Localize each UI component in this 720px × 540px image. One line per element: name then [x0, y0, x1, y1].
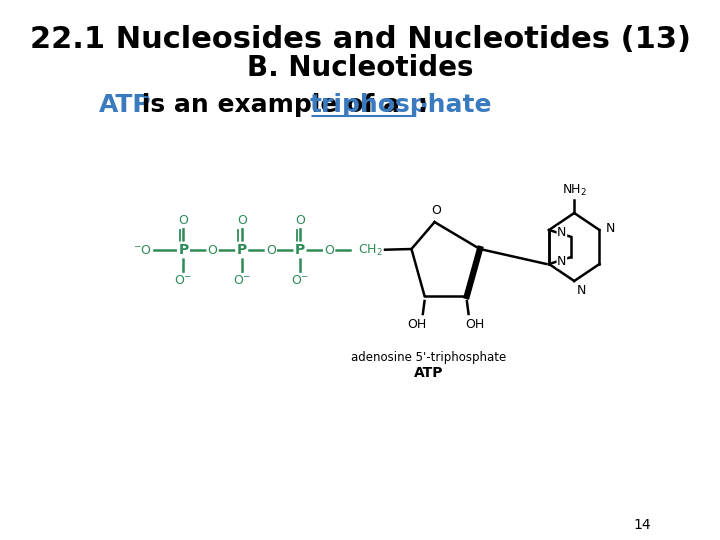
Text: N: N: [557, 226, 567, 239]
Text: 22.1 Nucleosides and Nucleotides (13): 22.1 Nucleosides and Nucleotides (13): [30, 25, 690, 55]
Text: :: :: [418, 93, 427, 117]
Text: is an example of a: is an example of a: [133, 93, 409, 117]
Text: P: P: [295, 243, 305, 257]
Text: NH$_2$: NH$_2$: [562, 183, 587, 198]
Text: CH$_2$: CH$_2$: [359, 242, 383, 258]
Text: ATP: ATP: [414, 366, 444, 380]
Text: 14: 14: [634, 518, 652, 532]
Text: OH: OH: [408, 319, 426, 332]
Text: P: P: [179, 243, 189, 257]
Text: N: N: [606, 221, 615, 234]
Text: O: O: [266, 244, 276, 256]
Text: O: O: [179, 214, 189, 227]
Text: O: O: [295, 214, 305, 227]
Text: O: O: [431, 204, 441, 217]
Text: O: O: [324, 244, 334, 256]
Text: O$^{-}$: O$^{-}$: [174, 273, 193, 287]
Text: O: O: [237, 214, 247, 227]
Text: O$^{-}$: O$^{-}$: [291, 273, 309, 287]
Text: triphosphate: triphosphate: [310, 93, 492, 117]
Text: N: N: [557, 255, 567, 268]
Text: OH: OH: [465, 319, 484, 332]
Text: ATP: ATP: [99, 93, 151, 117]
Text: O$^{-}$: O$^{-}$: [233, 273, 251, 287]
Text: $^{-}$O: $^{-}$O: [132, 244, 152, 256]
Text: adenosine 5'-triphosphate: adenosine 5'-triphosphate: [351, 352, 506, 365]
Text: O: O: [207, 244, 217, 256]
Text: B. Nucleotides: B. Nucleotides: [247, 54, 473, 82]
Text: P: P: [237, 243, 247, 257]
Text: N: N: [577, 284, 586, 297]
